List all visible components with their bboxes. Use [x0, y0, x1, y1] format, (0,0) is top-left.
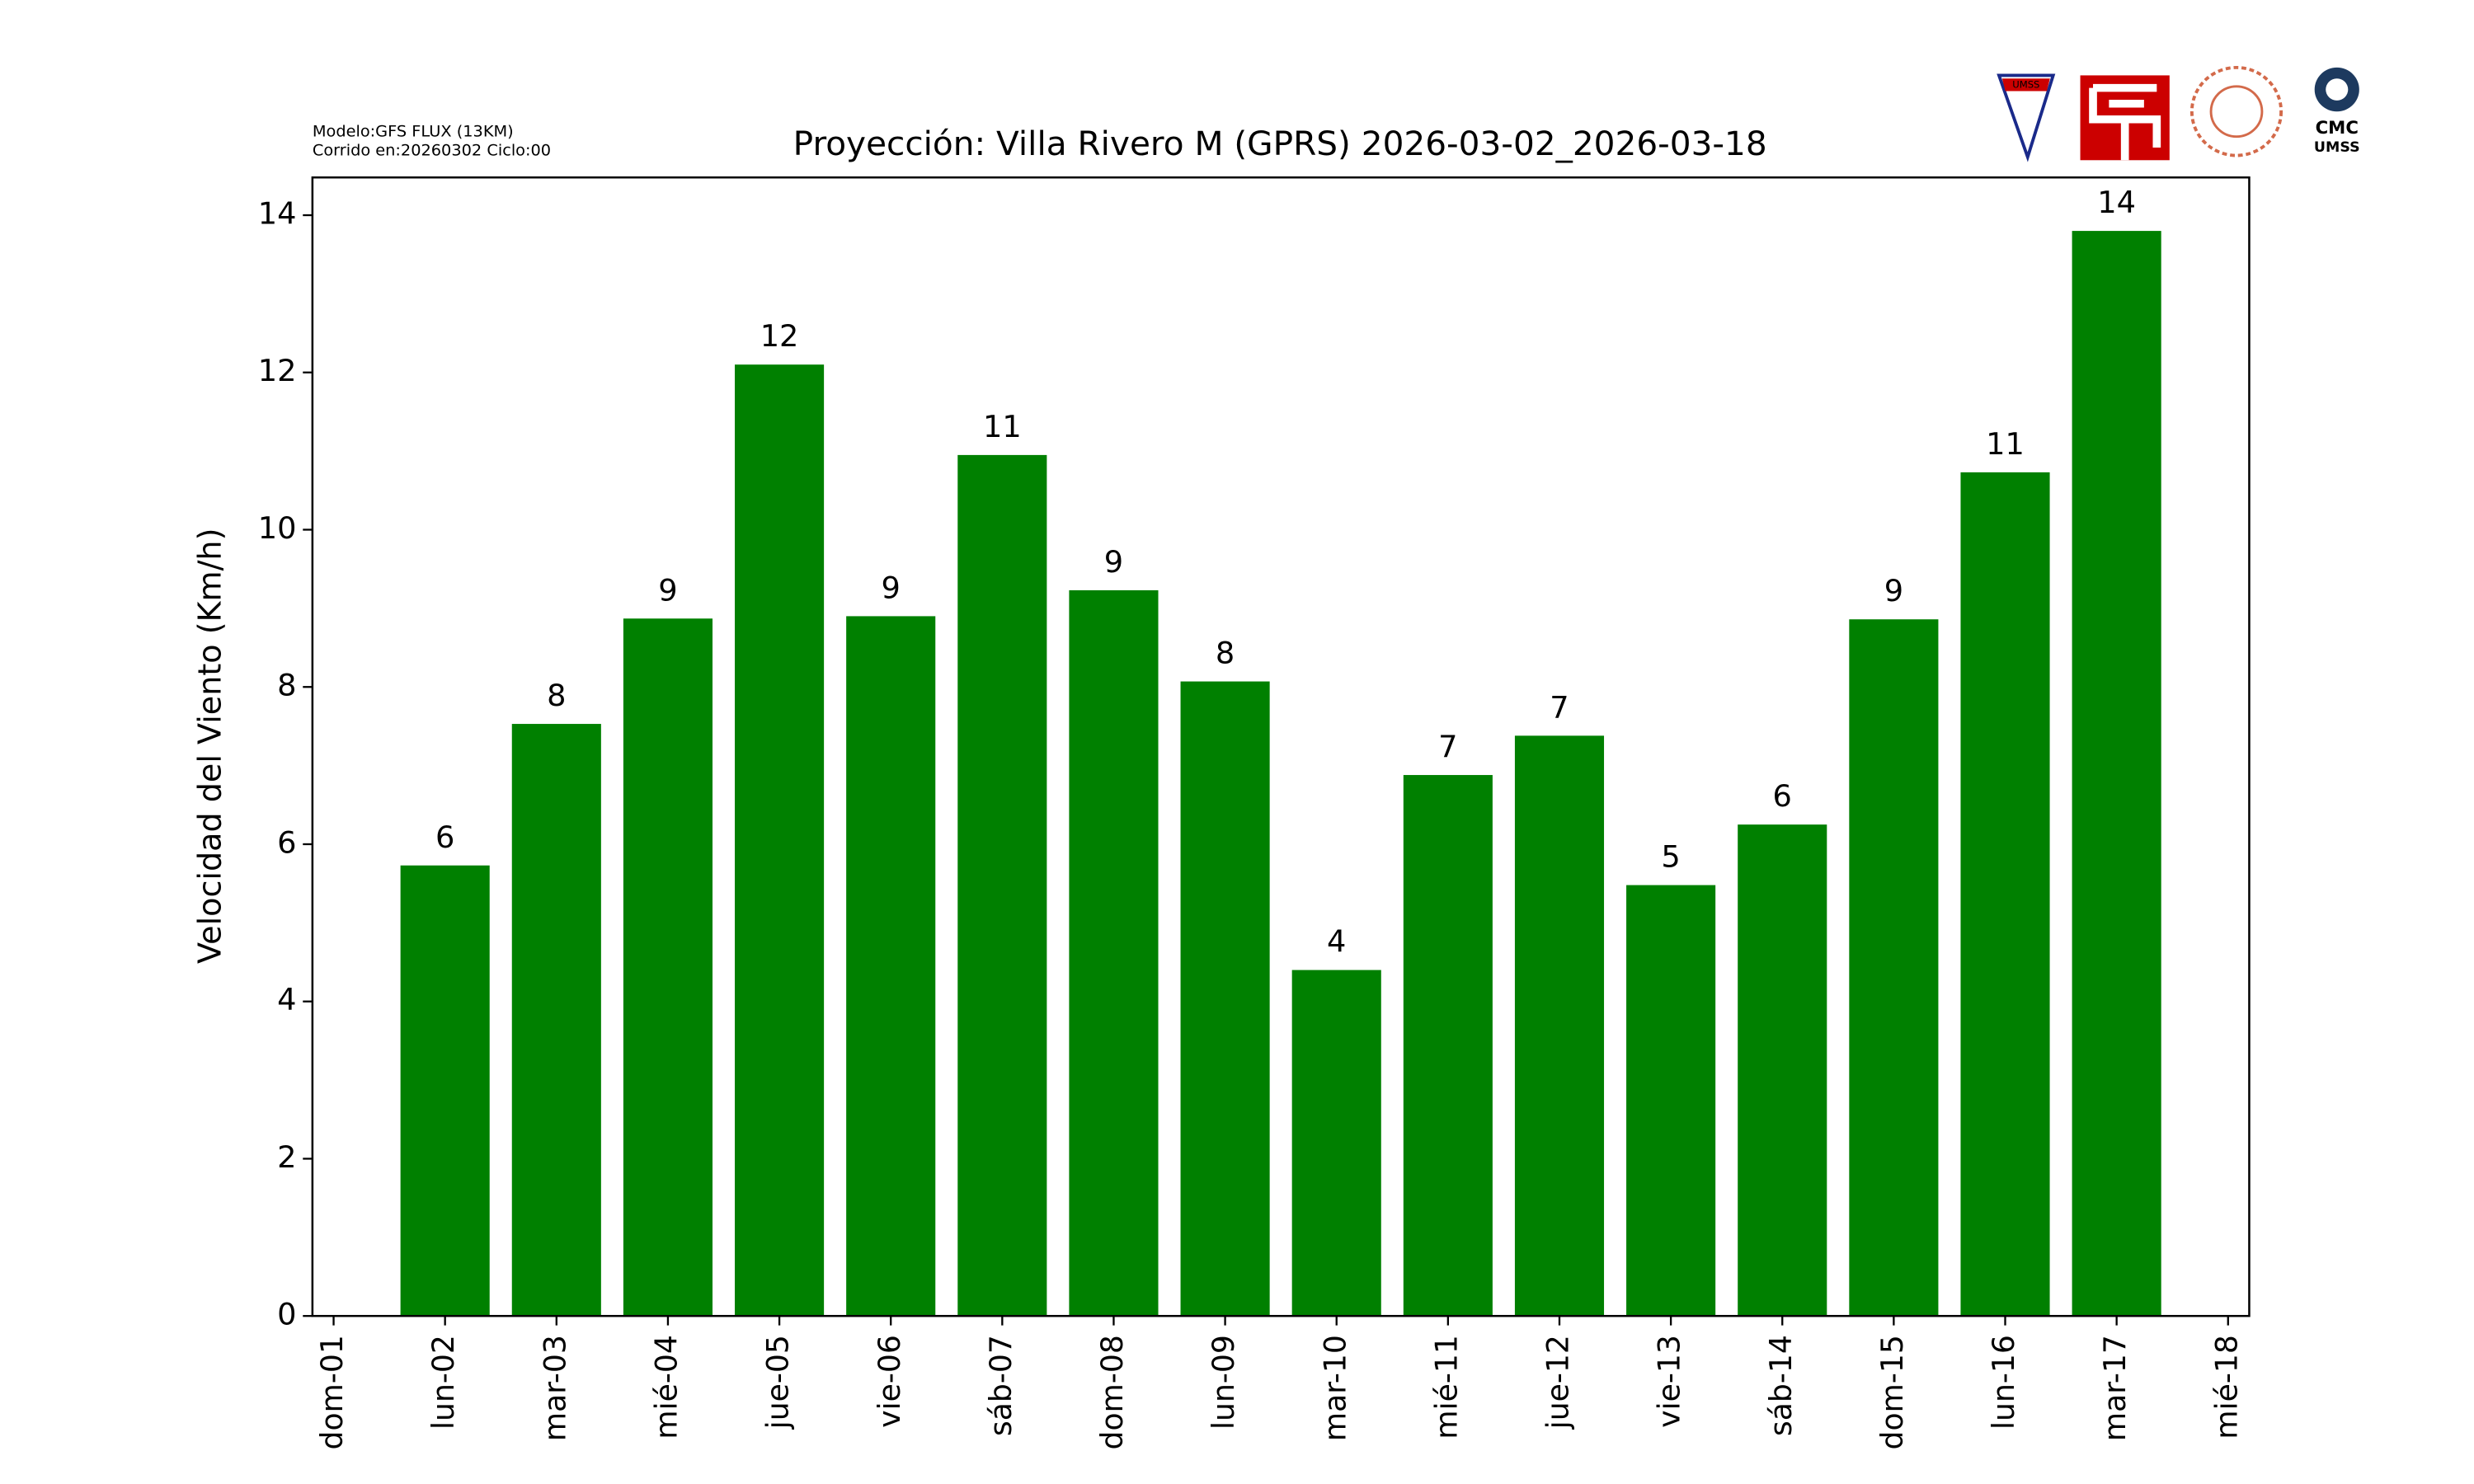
x-tick-label: vie-06 — [872, 1335, 907, 1428]
x-tick-label: jue-05 — [760, 1335, 795, 1430]
fisica-logo-inner — [2209, 85, 2264, 139]
fisica-logo — [2189, 66, 2284, 157]
y-tick-label: 2 — [277, 1139, 296, 1175]
x-tick-label: mar-10 — [1317, 1335, 1352, 1441]
value-label: 5 — [1661, 839, 1680, 875]
value-label: 12 — [760, 319, 799, 355]
x-tick-label: sáb-14 — [1763, 1335, 1799, 1436]
bar — [1291, 970, 1381, 1317]
x-tick-label: jue-12 — [1540, 1335, 1575, 1430]
x-tick-label: dom-01 — [314, 1335, 350, 1449]
chart-title: Proyección: Villa Rivero M (GPRS) 2026-0… — [793, 124, 1767, 163]
bar — [1403, 775, 1493, 1317]
y-tick-label: 12 — [258, 353, 297, 388]
x-tick-label: lun-16 — [1986, 1335, 2021, 1430]
y-tick-label: 0 — [277, 1297, 296, 1332]
value-label: 8 — [1216, 636, 1235, 671]
axes-frame — [311, 176, 2251, 1317]
x-tick-label: mié-18 — [2208, 1335, 2244, 1439]
plot-area: 0 2 4 6 8 10 12 14 dom-01 lun-02 6 mar-03 8 mié-04 9 ju… — [258, 185, 2245, 1449]
logo-text: UMSS — [2314, 139, 2360, 156]
value-label: 6 — [435, 819, 454, 855]
x-tick-label: mar-03 — [537, 1335, 572, 1441]
bar — [511, 724, 601, 1317]
bar — [400, 865, 490, 1317]
x-tick-label: mié-04 — [648, 1335, 684, 1439]
bar — [846, 616, 936, 1317]
x-tick-label: lun-02 — [426, 1335, 461, 1430]
bar — [1849, 619, 1939, 1317]
value-label: 7 — [1550, 690, 1569, 726]
bar — [957, 454, 1047, 1317]
annotation: Modelo:GFS FLUX (13KM) — [313, 122, 514, 141]
x-tick-label: lun-09 — [1206, 1335, 1241, 1430]
annotation: Corrido en:20260302 Ciclo:00 — [313, 140, 551, 159]
bar — [735, 364, 825, 1317]
bar — [1514, 735, 1605, 1317]
bar — [623, 618, 713, 1317]
x-tick-label: vie-13 — [1651, 1335, 1686, 1428]
value-label: 4 — [1327, 924, 1346, 960]
fcyt-lines — [2089, 83, 2161, 161]
shield-band — [2001, 78, 2050, 92]
y-axis-label: Velocidad del Viento (Km/h) — [191, 528, 228, 964]
cmc-logo-inner — [2326, 78, 2349, 101]
value-label: 11 — [1986, 426, 2025, 462]
bar — [1180, 681, 1270, 1317]
logos: UMSS CMC UMSS — [1997, 66, 2360, 162]
x-tick-label: dom-15 — [1874, 1335, 1910, 1449]
value-label: 9 — [1884, 574, 1903, 609]
bar — [1738, 824, 1827, 1317]
bar — [1960, 472, 2050, 1317]
x-tick-label: mar-17 — [2097, 1335, 2133, 1441]
value-label: 14 — [2097, 185, 2136, 220]
value-label: 9 — [1104, 544, 1123, 580]
y-tick-label: 10 — [258, 510, 297, 546]
x-tick-label: mié-11 — [1428, 1335, 1464, 1439]
value-label: 9 — [882, 571, 901, 606]
y-tick-label: 6 — [277, 825, 296, 861]
bar — [1069, 589, 1159, 1317]
value-label: 11 — [983, 409, 1022, 444]
y-tick-label: 14 — [258, 196, 297, 232]
x-tick-label: dom-08 — [1094, 1335, 1130, 1449]
x-tick-label: sáb-07 — [983, 1335, 1018, 1436]
shield-logo — [1997, 73, 2056, 162]
bar — [1626, 885, 1716, 1317]
y-tick-label: 8 — [277, 668, 296, 703]
y-tick-label: 4 — [277, 982, 296, 1017]
value-label: 9 — [658, 573, 677, 608]
logo-text: UMSS — [2012, 78, 2039, 90]
bar — [2072, 231, 2161, 1317]
logo-text: CMC — [2316, 117, 2359, 138]
value-label: 8 — [547, 678, 566, 713]
value-label: 6 — [1773, 778, 1792, 814]
value-label: 7 — [1438, 729, 1457, 764]
